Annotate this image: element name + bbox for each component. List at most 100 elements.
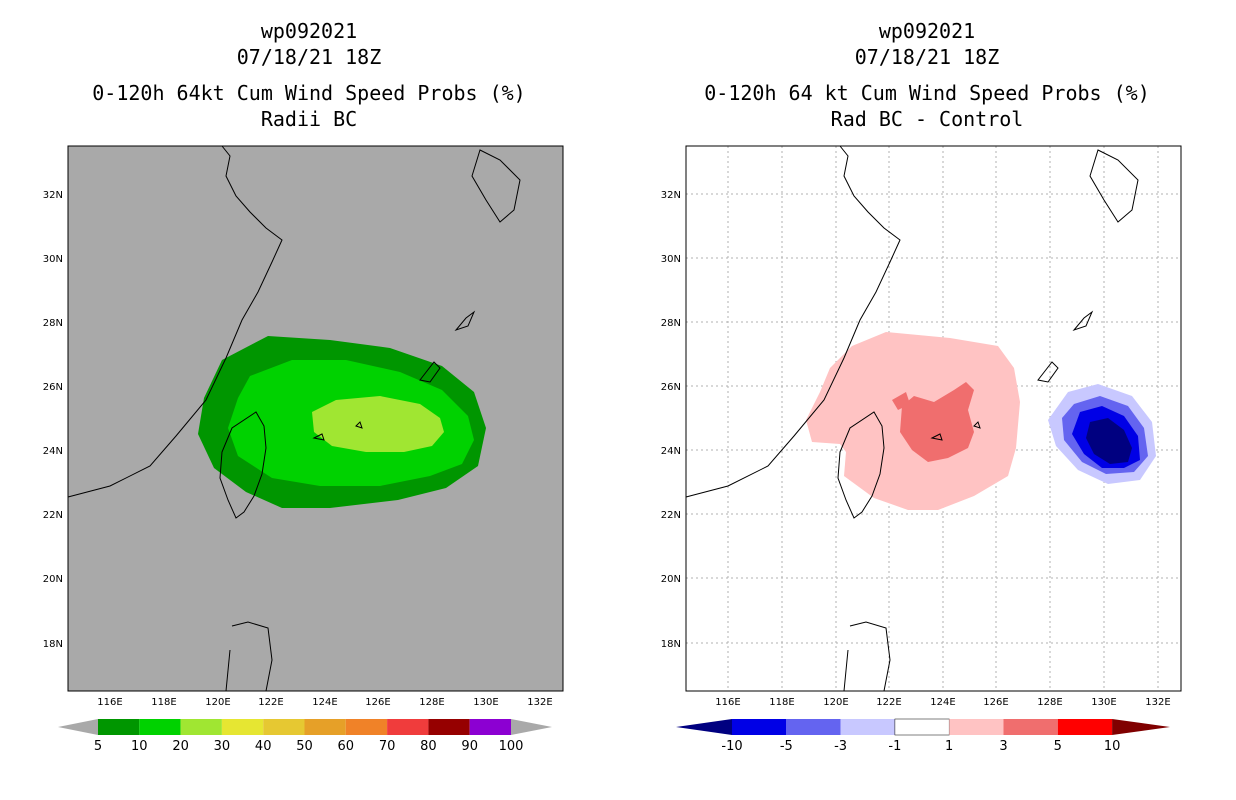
right-title-block: wp092021 07/18/21 18Z 0-120h 64 kt Cum W… (618, 18, 1236, 132)
left-cb-label-80: 80 (420, 739, 437, 754)
left-sakishima-2 (355, 421, 363, 429)
lon-tick-130: 130E (473, 697, 498, 708)
left-cb-80 (428, 719, 470, 735)
right-lat-ticks: 32N 30N 28N 26N 24N 22N 20N 18N (661, 190, 681, 650)
right-panel: wp092021 07/18/21 18Z 0-120h 64 kt Cum W… (618, 0, 1236, 800)
right-okinawa-1 (1037, 361, 1059, 383)
lon-tick-116: 116E (715, 697, 740, 708)
left-cb-label-10: 10 (131, 739, 148, 754)
lon-tick-130: 130E (1091, 697, 1116, 708)
lon-tick-122: 122E (876, 697, 901, 708)
right-cb-neg10-neg5 (732, 719, 787, 735)
left-coastline-china (67, 145, 283, 498)
right-cb-label-3: 3 (999, 739, 1007, 754)
lon-tick-126: 126E (365, 697, 390, 708)
right-coastline-china (685, 145, 901, 498)
left-cb-60 (345, 719, 388, 735)
left-coastlines (67, 145, 521, 692)
lat-tick-24: 24N (43, 446, 63, 457)
right-map-svg: 116E 118E 120E 122E 124E 126E 128E 130E … (661, 145, 1182, 754)
right-gridlines (686, 146, 1181, 691)
lat-tick-20: 20N (43, 574, 63, 585)
left-map-frame (67, 145, 564, 692)
left-okinawa-1 (419, 361, 441, 383)
lat-tick-18: 18N (43, 639, 63, 650)
left-cb-label-30: 30 (214, 739, 231, 754)
left-cb-10 (139, 719, 181, 735)
left-cb-label-20: 20 (172, 739, 189, 754)
lon-tick-132: 132E (1145, 697, 1170, 708)
left-cb-label-90: 90 (461, 739, 478, 754)
lon-tick-124: 124E (930, 697, 955, 708)
right-product-title: 0-120h 64 kt Cum Wind Speed Probs (%) (704, 81, 1150, 105)
lat-tick-30: 30N (661, 254, 681, 265)
right-cb-label-5: 5 (1054, 739, 1062, 754)
lat-tick-26: 26N (43, 382, 63, 393)
lon-tick-116: 116E (97, 697, 122, 708)
right-cb-label-neg10: -10 (721, 739, 742, 754)
lat-tick-28: 28N (661, 318, 681, 329)
right-kyushu (1089, 149, 1139, 223)
right-subtitle: Rad BC - Control (830, 107, 1024, 131)
right-storm-id: wp092021 (878, 19, 976, 43)
right-luzon (843, 621, 891, 692)
right-colorbar: -10 -5 -3 -1 1 3 5 10 (676, 718, 1170, 754)
left-cb-end-left (58, 719, 98, 735)
left-luzon (225, 621, 273, 692)
right-sakishima-1 (930, 433, 943, 441)
lon-tick-128: 128E (419, 697, 444, 708)
lat-tick-18: 18N (661, 639, 681, 650)
right-cb-1-3 (949, 719, 1004, 735)
lat-tick-26: 26N (661, 382, 681, 393)
left-cb-label-100: 100 (499, 739, 524, 754)
lon-tick-122: 122E (258, 697, 283, 708)
right-cb-label-neg5: -5 (780, 739, 793, 754)
left-product-title: 0-120h 64kt Cum Wind Speed Probs (%) (92, 81, 526, 105)
left-map-svg: 116E 118E 120E 122E 124E 126E 128E 130E … (43, 145, 564, 754)
diff-negative-below-10 (1086, 418, 1132, 464)
lat-tick-30: 30N (43, 254, 63, 265)
left-datetime: 07/18/21 18Z (236, 45, 382, 69)
left-lon-ticks: 116E 118E 120E 122E 124E 126E 128E 130E … (97, 697, 552, 708)
lon-tick-118: 118E (769, 697, 794, 708)
left-cb-label-50: 50 (296, 739, 313, 754)
left-lat-ticks: 32N 30N 28N 26N 24N 22N 20N 18N (43, 190, 63, 650)
lon-tick-126: 126E (983, 697, 1008, 708)
right-cb-end-left (676, 719, 732, 735)
left-cb-label-40: 40 (255, 739, 272, 754)
right-cb-end-right (1112, 719, 1170, 735)
left-cb-40 (263, 719, 305, 735)
left-cb-30 (221, 719, 264, 735)
left-cb-label-5: 5 (94, 739, 102, 754)
right-cb-3-5 (1003, 719, 1058, 735)
right-cb-label-neg3: -3 (834, 739, 847, 754)
lat-tick-22: 22N (661, 510, 681, 521)
lat-tick-32: 32N (43, 190, 63, 201)
left-cb-end-right (511, 719, 552, 735)
lon-tick-124: 124E (312, 697, 337, 708)
right-taiwan (837, 411, 885, 519)
lat-tick-20: 20N (661, 574, 681, 585)
right-cb-neg1-1 (894, 718, 950, 736)
left-panel: wp092021 07/18/21 18Z 0-120h 64kt Cum Wi… (43, 19, 564, 754)
lon-tick-132: 132E (527, 697, 552, 708)
lon-tick-118: 118E (151, 697, 176, 708)
right-cb-label-1: 1 (945, 739, 953, 754)
left-cb-20 (180, 719, 222, 735)
right-map-frame (685, 145, 1182, 692)
lat-tick-32: 32N (661, 190, 681, 201)
left-taiwan (219, 411, 267, 519)
left-sakishima-1 (312, 433, 325, 441)
right-sakishima-2 (973, 421, 981, 429)
left-kyushu (471, 149, 521, 223)
lon-tick-120: 120E (823, 697, 848, 708)
lat-tick-28: 28N (43, 318, 63, 329)
right-cb-label-neg1: -1 (888, 739, 901, 754)
right-cb-neg5-neg3 (786, 719, 841, 735)
contour-20pct (312, 396, 444, 452)
lon-tick-120: 120E (205, 697, 230, 708)
left-colorbar: 5 10 20 30 40 50 60 70 80 90 100 (58, 719, 552, 754)
lat-tick-22: 22N (43, 510, 63, 521)
left-cb-50 (304, 719, 346, 735)
left-storm-id: wp092021 (260, 19, 358, 43)
